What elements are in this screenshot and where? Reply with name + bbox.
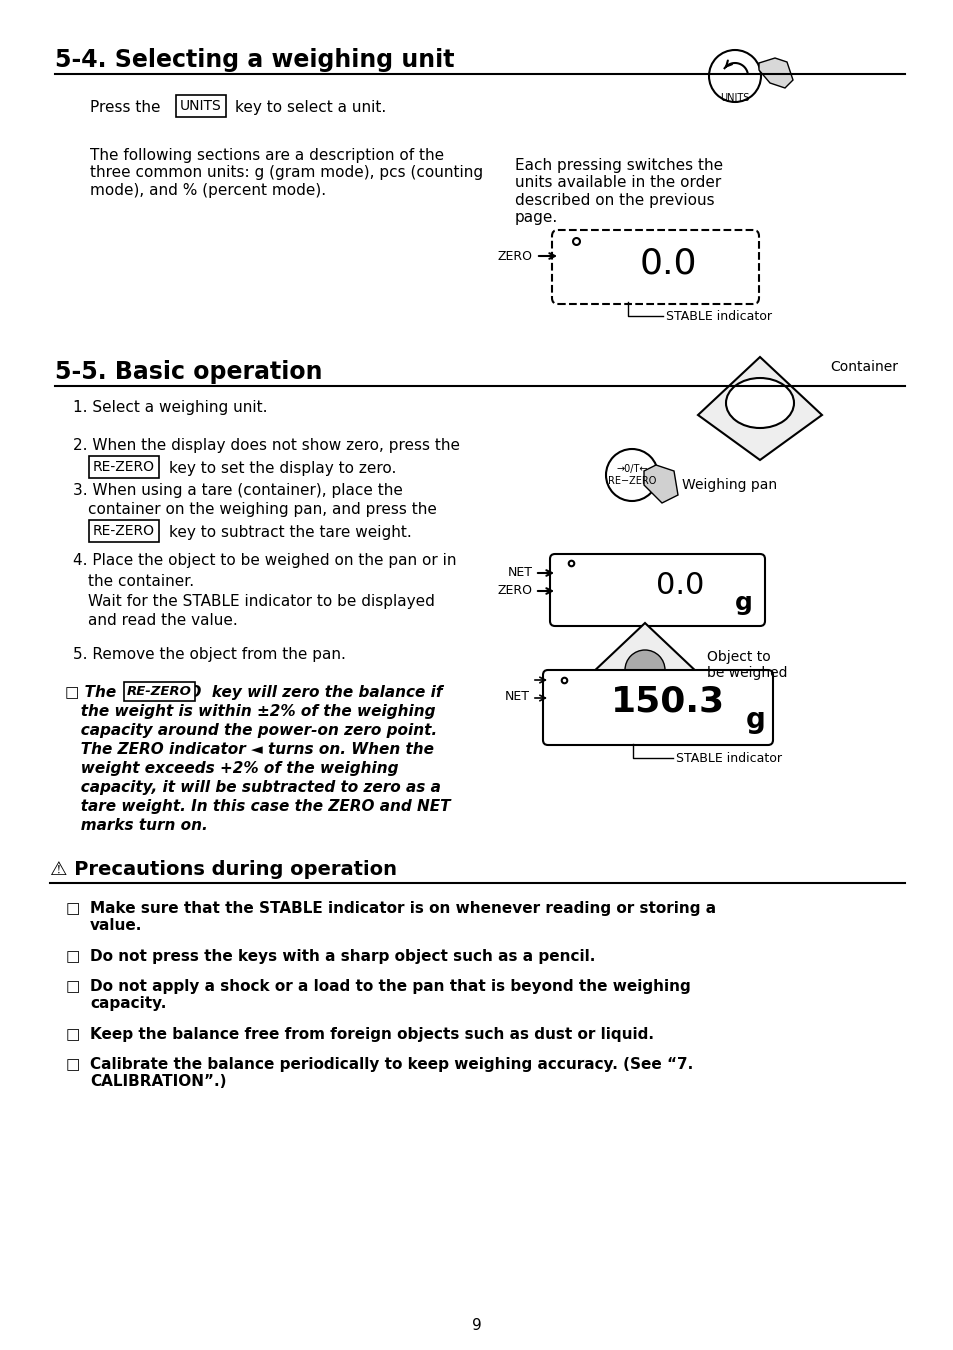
Text: □: □ bbox=[66, 1057, 80, 1072]
Circle shape bbox=[605, 450, 658, 501]
Text: □: □ bbox=[66, 979, 80, 994]
Circle shape bbox=[708, 50, 760, 103]
Text: STABLE indicator: STABLE indicator bbox=[665, 309, 771, 323]
Text: 0.0: 0.0 bbox=[655, 571, 703, 599]
Text: RE-ZERO: RE-ZERO bbox=[92, 460, 154, 474]
Text: Press the: Press the bbox=[90, 100, 160, 115]
FancyBboxPatch shape bbox=[552, 230, 759, 304]
Text: be weighed: be weighed bbox=[706, 666, 786, 680]
Text: capacity around the power-on zero point.: capacity around the power-on zero point. bbox=[65, 724, 436, 738]
Text: container on the weighing pan, and press the: container on the weighing pan, and press… bbox=[88, 502, 436, 517]
Text: the container.: the container. bbox=[88, 574, 193, 589]
Text: 4. Place the object to be weighed on the pan or in: 4. Place the object to be weighed on the… bbox=[73, 554, 456, 568]
Text: 1. Select a weighing unit.: 1. Select a weighing unit. bbox=[73, 400, 267, 414]
Text: key to select a unit.: key to select a unit. bbox=[234, 100, 386, 115]
Polygon shape bbox=[589, 622, 700, 717]
Text: weight exceeds +2% of the weighing: weight exceeds +2% of the weighing bbox=[65, 761, 398, 776]
Text: Weighing pan: Weighing pan bbox=[681, 478, 777, 491]
Text: □: □ bbox=[66, 900, 80, 917]
Text: 150.3: 150.3 bbox=[610, 684, 724, 720]
Text: UNITS: UNITS bbox=[720, 93, 749, 103]
Text: the weight is within ±2% of the weighing: the weight is within ±2% of the weighing bbox=[65, 703, 435, 720]
Text: Object to: Object to bbox=[706, 649, 770, 664]
Text: ZERO: ZERO bbox=[497, 250, 533, 262]
Text: NET: NET bbox=[504, 690, 530, 702]
Circle shape bbox=[624, 649, 664, 690]
Text: ⚠ Precautions during operation: ⚠ Precautions during operation bbox=[50, 860, 396, 879]
FancyBboxPatch shape bbox=[550, 554, 764, 626]
Text: marks turn on.: marks turn on. bbox=[65, 818, 208, 833]
Text: Calibrate the balance periodically to keep weighing accuracy. (See “7.
CALIBRATI: Calibrate the balance periodically to ke… bbox=[90, 1057, 693, 1089]
FancyBboxPatch shape bbox=[542, 670, 772, 745]
Text: The ZERO indicator ◄ turns on. When the: The ZERO indicator ◄ turns on. When the bbox=[65, 743, 434, 757]
Text: NET: NET bbox=[507, 567, 533, 579]
Text: g: g bbox=[745, 706, 765, 734]
Text: 5-5. Basic operation: 5-5. Basic operation bbox=[55, 360, 322, 383]
Text: Keep the balance free from foreign objects such as dust or liquid.: Keep the balance free from foreign objec… bbox=[90, 1027, 654, 1042]
Text: 5-4. Selecting a weighing unit: 5-4. Selecting a weighing unit bbox=[55, 49, 454, 72]
Text: RE−ZERO: RE−ZERO bbox=[607, 477, 656, 486]
Text: Each pressing switches the
units available in the order
described on the previou: Each pressing switches the units availab… bbox=[515, 158, 722, 225]
Text: Make sure that the STABLE indicator is on whenever reading or storing a
value.: Make sure that the STABLE indicator is o… bbox=[90, 900, 716, 933]
Text: UNITS: UNITS bbox=[180, 99, 221, 113]
Text: ZERO: ZERO bbox=[497, 585, 533, 598]
Text: key to subtract the tare weight.: key to subtract the tare weight. bbox=[169, 525, 412, 540]
Text: STABLE indicator: STABLE indicator bbox=[676, 752, 781, 764]
Text: and read the value.: and read the value. bbox=[88, 613, 237, 628]
Text: □: □ bbox=[66, 1027, 80, 1042]
Text: 3. When using a tare (container), place the: 3. When using a tare (container), place … bbox=[73, 483, 402, 498]
Text: Container: Container bbox=[829, 360, 897, 374]
Polygon shape bbox=[643, 464, 678, 504]
Text: →0/T←: →0/T← bbox=[616, 464, 647, 474]
Text: 0.0: 0.0 bbox=[639, 246, 696, 279]
Text: tare weight. In this case the ZERO and NET: tare weight. In this case the ZERO and N… bbox=[65, 799, 450, 814]
Ellipse shape bbox=[725, 378, 793, 428]
Text: 9: 9 bbox=[472, 1318, 481, 1332]
Text: capacity, it will be subtracted to zero as a: capacity, it will be subtracted to zero … bbox=[65, 780, 440, 795]
Text: □ The  RE-ZERO  key will zero the balance if: □ The RE-ZERO key will zero the balance … bbox=[65, 684, 442, 701]
Text: The following sections are a description of the
three common units: g (gram mode: The following sections are a description… bbox=[90, 148, 482, 198]
Text: Do not apply a shock or a load to the pan that is beyond the weighing
capacity.: Do not apply a shock or a load to the pa… bbox=[90, 979, 690, 1011]
Text: RE-ZERO: RE-ZERO bbox=[127, 684, 192, 698]
Text: □: □ bbox=[66, 949, 80, 964]
Text: 5. Remove the object from the pan.: 5. Remove the object from the pan. bbox=[73, 647, 346, 662]
Text: g: g bbox=[734, 591, 752, 616]
Text: Do not press the keys with a sharp object such as a pencil.: Do not press the keys with a sharp objec… bbox=[90, 949, 595, 964]
Polygon shape bbox=[698, 356, 821, 460]
Text: 2. When the display does not show zero, press the: 2. When the display does not show zero, … bbox=[73, 437, 459, 454]
Polygon shape bbox=[759, 58, 792, 88]
Text: key to set the display to zero.: key to set the display to zero. bbox=[169, 460, 395, 477]
Text: RE-ZERO: RE-ZERO bbox=[92, 524, 154, 539]
Text: Wait for the STABLE indicator to be displayed: Wait for the STABLE indicator to be disp… bbox=[88, 594, 435, 609]
